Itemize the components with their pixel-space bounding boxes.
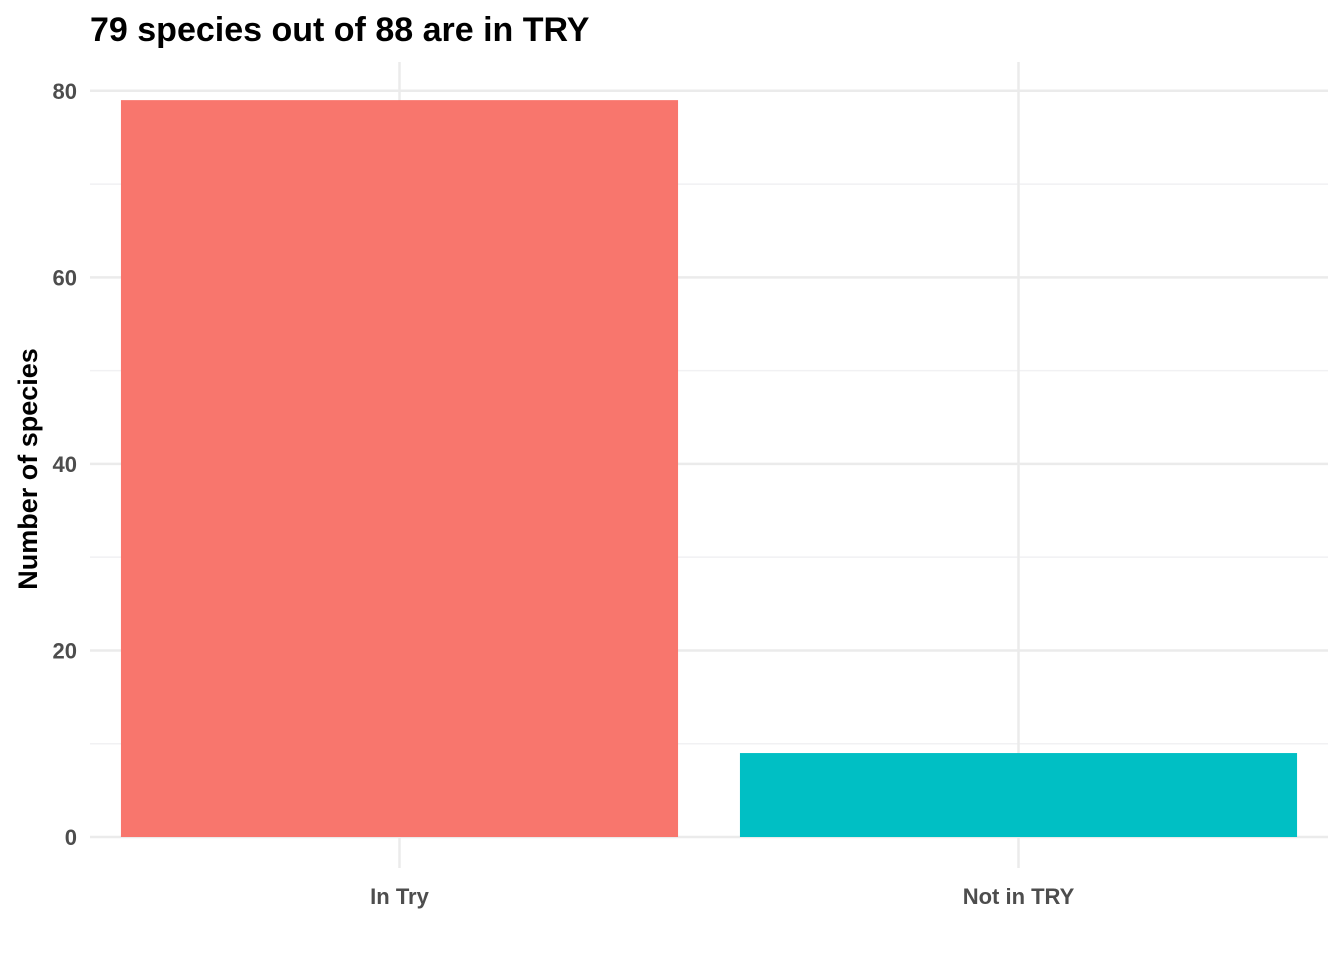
y-axis-tick-labels: 0 20 40 60 80 — [53, 79, 77, 850]
bar-not-in-try — [739, 753, 1298, 837]
y-tick-label: 20 — [53, 638, 77, 663]
x-tick-label: In Try — [370, 884, 429, 909]
x-tick-label: Not in TRY — [963, 884, 1075, 909]
y-tick-label: 40 — [53, 452, 77, 477]
y-tick-label: 0 — [65, 825, 77, 850]
bar-in-try — [120, 100, 679, 837]
x-axis-tick-labels: In Try Not in TRY — [370, 884, 1074, 909]
y-axis-title: Number of species — [13, 348, 43, 590]
bars — [120, 100, 1298, 837]
chart-title: 79 species out of 88 are in TRY — [90, 11, 590, 49]
y-tick-label: 80 — [53, 79, 77, 104]
y-tick-label: 60 — [53, 265, 77, 290]
